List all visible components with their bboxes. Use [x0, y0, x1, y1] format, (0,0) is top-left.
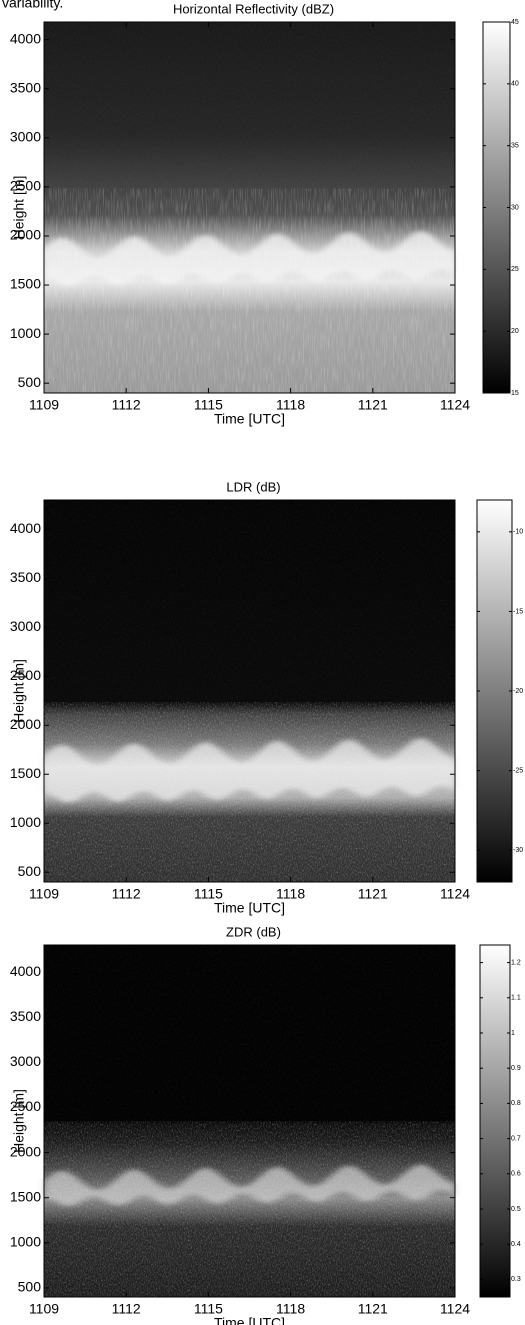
colorbar-tick-label: 0.3 [511, 1276, 521, 1283]
colorbar [479, 944, 511, 1298]
colorbar-tick-label: -25 [513, 767, 523, 774]
x-tick-label: 1121 [358, 886, 388, 902]
colorbar-tick-label: 0.8 [511, 1100, 521, 1107]
colorbar-tick-label: -15 [513, 608, 523, 615]
y-tick-label: 1500 [10, 765, 41, 781]
heatmap-noise [44, 188, 455, 393]
colorbar-tick-label: 25 [511, 266, 519, 273]
y-tick-label: 4000 [10, 30, 41, 46]
colorbar [476, 499, 513, 883]
x-tick-label: 1115 [194, 397, 223, 413]
x-tick-label: 1109 [29, 1301, 59, 1317]
y-axis-label: Height [m] [11, 176, 27, 240]
y-tick-label: 500 [18, 1279, 42, 1295]
colorbar-tick-label: 0.7 [511, 1135, 521, 1142]
y-tick-label: 1000 [10, 325, 41, 341]
page-heading: variability. [2, 0, 63, 11]
heatmap-noise [44, 945, 455, 1121]
x-axis-label: Time [UTC] [214, 411, 285, 427]
colorbar-tick-label: 1.2 [511, 959, 521, 966]
y-tick-label: 500 [18, 863, 42, 879]
colorbar-tick-label: 45 [511, 19, 519, 26]
y-tick-label: 2500 [10, 178, 41, 194]
x-tick-label: 1121 [358, 397, 388, 413]
y-axis-label: Height [m] [11, 659, 27, 723]
x-tick-label: 1118 [276, 886, 305, 902]
y-tick-label: 2000 [10, 227, 41, 243]
x-tick-label: 1118 [276, 397, 305, 413]
x-tick-label: 1115 [194, 886, 223, 902]
colorbar-tick-label: 1.1 [511, 995, 521, 1002]
x-tick-label: 1112 [112, 397, 141, 413]
colorbar-tick-label: 35 [511, 143, 519, 150]
heatmap-noise [44, 500, 455, 703]
heatmap-noise [44, 1121, 455, 1297]
y-tick-label: 4000 [10, 963, 41, 979]
x-axis-label: Time [UTC] [214, 1315, 285, 1325]
axes-frame [43, 21, 456, 394]
x-tick-label: 1112 [112, 1301, 141, 1317]
axes-frame [43, 499, 456, 883]
colorbar-tick-label: 0.6 [511, 1171, 521, 1178]
y-tick-label: 3000 [10, 129, 41, 145]
x-tick-label: 1109 [29, 397, 59, 413]
y-tick-label: 3500 [10, 569, 41, 585]
y-tick-label: 3000 [10, 618, 41, 634]
colorbar-tick-label: 15 [511, 390, 519, 397]
y-tick-label: 3500 [10, 1008, 41, 1024]
heatmap-noise [44, 702, 455, 882]
colorbar-tick-label: -10 [513, 529, 523, 536]
y-tick-label: 500 [18, 374, 42, 390]
colorbar-tick-label: 1 [511, 1030, 515, 1037]
x-tick-label: 1124 [440, 886, 470, 902]
y-tick-label: 2000 [10, 716, 41, 732]
y-tick-label: 3000 [10, 1053, 41, 1069]
colorbar-tick-label: 20 [511, 328, 519, 335]
x-axis-label: Time [UTC] [214, 900, 285, 916]
y-axis-label: Height [m] [11, 1089, 27, 1153]
chart-title: Horizontal Reflectivity (dBZ) [173, 1, 334, 16]
y-tick-label: 3500 [10, 79, 41, 95]
x-tick-label: 1112 [112, 886, 141, 902]
x-tick-label: 1121 [358, 1301, 388, 1317]
chart-title: ZDR (dB) [226, 924, 281, 939]
x-tick-label: 1124 [440, 397, 470, 413]
y-tick-label: 2000 [10, 1143, 41, 1159]
colorbar-tick-label: 40 [511, 81, 519, 88]
y-tick-label: 1000 [10, 1234, 41, 1250]
colorbar [482, 21, 511, 394]
x-tick-label: 1115 [194, 1301, 223, 1317]
x-tick-label: 1118 [276, 1301, 305, 1317]
x-tick-label: 1109 [29, 886, 59, 902]
y-tick-label: 2500 [10, 667, 41, 683]
y-tick-label: 2500 [10, 1098, 41, 1114]
colorbar-tick-label: -30 [513, 847, 523, 854]
colorbar-tick-label: 30 [511, 204, 519, 211]
colorbar-tick-label: 0.4 [511, 1241, 521, 1248]
colorbar-tick-label: 0.5 [511, 1206, 521, 1213]
chart-title: LDR (dB) [226, 479, 280, 494]
colorbar-tick-label: 0.9 [511, 1065, 521, 1072]
heatmap-noise [44, 22, 455, 189]
y-tick-label: 1500 [10, 276, 41, 292]
colorbar-tick-label: -20 [513, 688, 523, 695]
y-tick-label: 1000 [10, 814, 41, 830]
axes-frame [43, 944, 456, 1298]
y-tick-label: 4000 [10, 520, 41, 536]
x-tick-label: 1124 [440, 1301, 470, 1317]
y-tick-label: 1500 [10, 1188, 41, 1204]
